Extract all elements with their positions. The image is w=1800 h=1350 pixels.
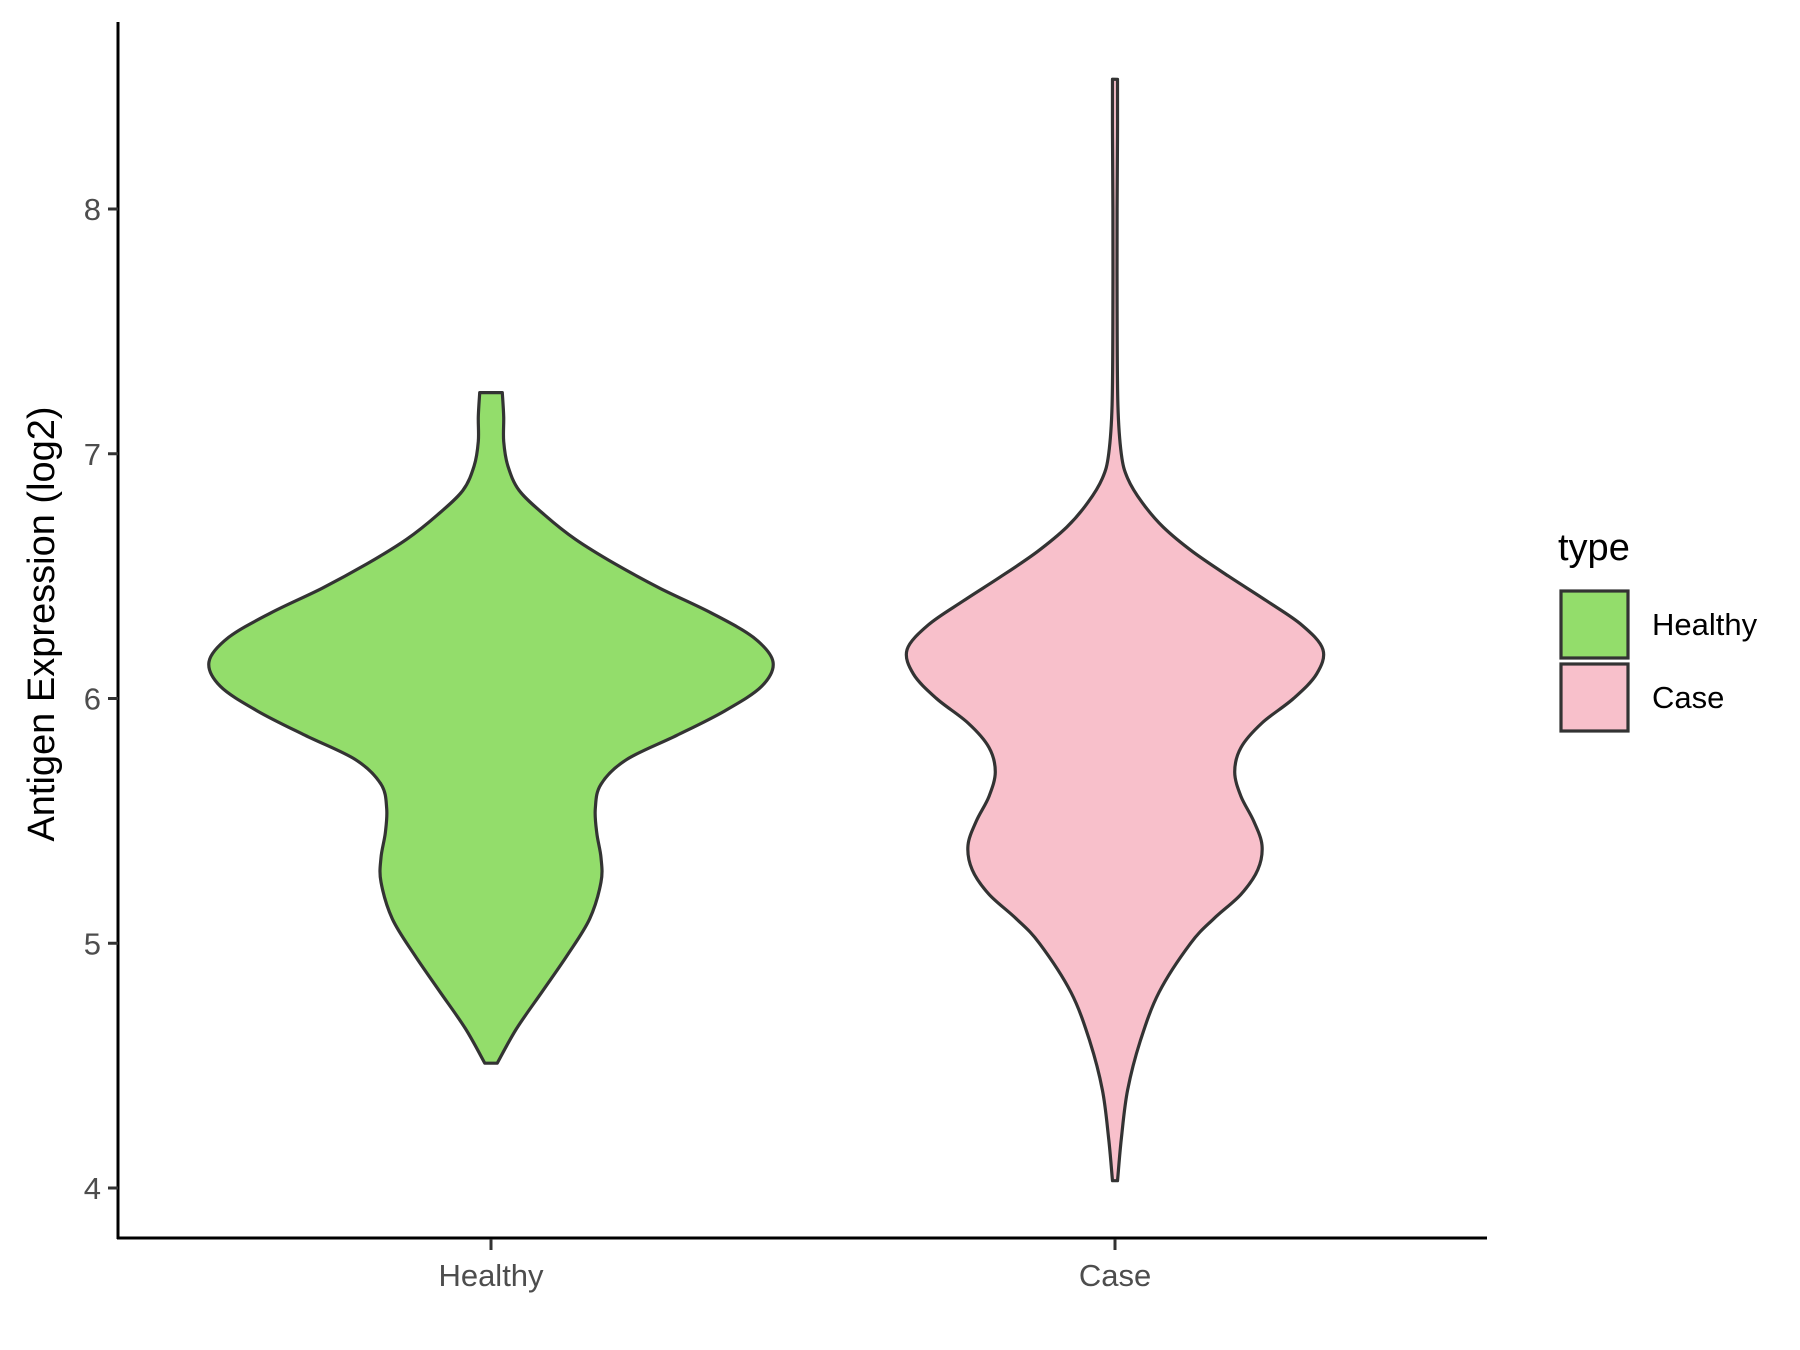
legend: type Healthy Case [1558, 527, 1758, 733]
legend-label-case: Case [1652, 680, 1724, 715]
legend-title: type [1558, 527, 1630, 569]
y-tick-label: 5 [84, 926, 101, 961]
y-tick-label: 8 [84, 192, 101, 227]
legend-label-healthy: Healthy [1652, 607, 1758, 642]
y-ticks: 4 5 6 7 8 [84, 192, 118, 1206]
violin-case [904, 77, 1326, 1183]
x-ticks: Healthy Case [438, 1239, 1151, 1293]
y-axis-title: Antigen Expression (log2) [21, 406, 63, 841]
legend-swatch-case [1559, 662, 1630, 733]
x-tick-label: Healthy [438, 1258, 544, 1293]
violins-layer [207, 77, 1326, 1183]
legend-swatch-healthy [1559, 589, 1630, 660]
y-tick-label: 6 [84, 682, 101, 717]
y-tick-label: 7 [84, 437, 101, 472]
x-tick-label: Case [1079, 1258, 1151, 1293]
axes-layer [116, 22, 1487, 1240]
violin-healthy [207, 390, 775, 1065]
y-tick-label: 4 [84, 1171, 101, 1206]
